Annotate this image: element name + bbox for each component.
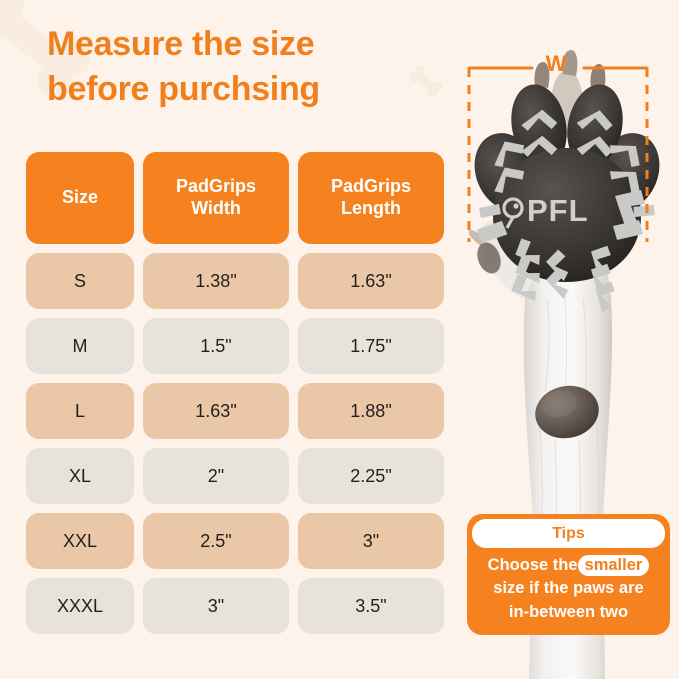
cell-size: L xyxy=(26,383,134,439)
column-header-length-line-1: PadGrips xyxy=(330,176,412,197)
table-row: M 1.5" 1.75" xyxy=(26,318,454,374)
column-header-width-line-2: Width xyxy=(191,198,241,218)
tips-box: Tips Choose the smaller size if the paws … xyxy=(467,514,670,635)
cell-width: 1.5" xyxy=(143,318,289,374)
cell-size: M xyxy=(26,318,134,374)
cell-size: XXL xyxy=(26,513,134,569)
tips-line-1-text: Choose the xyxy=(487,556,578,574)
cell-length: 3" xyxy=(298,513,444,569)
table-row: S 1.38" 1.63" xyxy=(26,253,454,309)
tips-line-1: Choose the smaller xyxy=(467,554,670,577)
tips-line-2: size if the paws are xyxy=(493,579,644,598)
cell-size: S xyxy=(26,253,134,309)
tips-highlight-smaller: smaller xyxy=(577,555,650,576)
cell-length: 1.75" xyxy=(298,318,444,374)
cell-length: 2.25" xyxy=(298,448,444,504)
grip-chevrons xyxy=(476,109,655,313)
column-header-size: Size xyxy=(26,152,134,244)
page-title-line-1: Measure the size xyxy=(47,25,315,63)
table-row: XXXL 3" 3.5" xyxy=(26,578,454,634)
table-row: XXL 2.5" 3" xyxy=(26,513,454,569)
table-row: L 1.63" 1.88" xyxy=(26,383,454,439)
column-header-size-label: Size xyxy=(61,187,99,208)
tips-line-3: in-between two xyxy=(508,602,629,621)
tips-body: Choose the smaller size if the paws are i… xyxy=(467,554,670,624)
cell-width: 1.38" xyxy=(143,253,289,309)
page-title-line-2: before purchsing xyxy=(47,69,320,108)
cell-width: 3" xyxy=(143,578,289,634)
column-header-length-line-2: Length xyxy=(341,198,401,218)
grip-pad: PFL xyxy=(474,84,660,313)
cell-length: 1.88" xyxy=(298,383,444,439)
product-logo-icon xyxy=(502,197,524,229)
column-header-padgrips-length: PadGrips Length xyxy=(298,152,444,244)
product-logo-text: PFL xyxy=(527,193,589,228)
cell-length: 1.63" xyxy=(298,253,444,309)
tips-heading: Tips xyxy=(470,517,667,550)
cell-length: 3.5" xyxy=(298,578,444,634)
table-row: XL 2" 2.25" xyxy=(26,448,454,504)
cell-width: 1.63" xyxy=(143,383,289,439)
cell-width: 2" xyxy=(143,448,289,504)
width-measurement-label: W xyxy=(545,51,567,76)
cell-size: XL xyxy=(26,448,134,504)
page-title: Measure the size before purchsing xyxy=(47,22,447,112)
column-header-padgrips-width: PadGrips Width xyxy=(143,152,289,244)
table-header-row: Size PadGrips Width PadGrips Length xyxy=(26,152,454,244)
column-header-width-line-1: PadGrips xyxy=(175,176,257,197)
cell-width: 2.5" xyxy=(143,513,289,569)
cell-size: XXXL xyxy=(26,578,134,634)
size-chart-table: Size PadGrips Width PadGrips Length S 1.… xyxy=(26,152,454,643)
